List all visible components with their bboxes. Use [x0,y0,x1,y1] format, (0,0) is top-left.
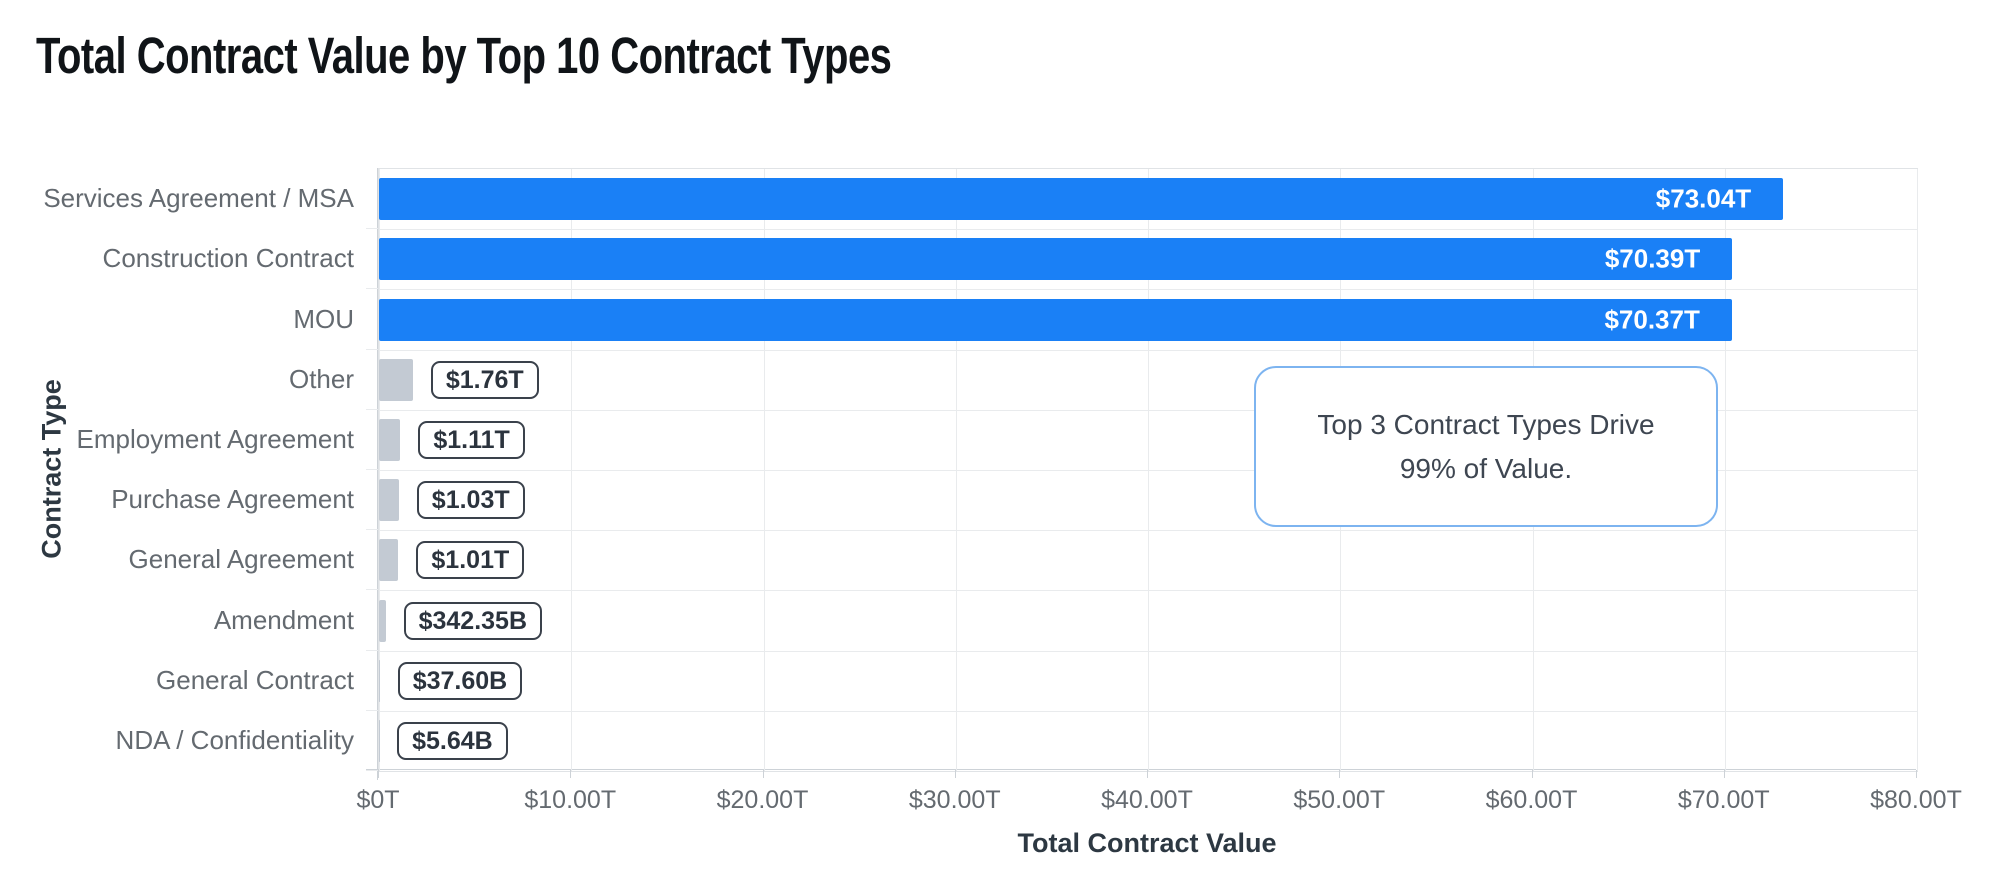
bar-value-label: $37.60B [397,661,523,700]
x-tick-mark [570,770,572,778]
x-tick-mark [1531,770,1533,778]
row-separator [379,349,1917,351]
row-separator [379,710,1917,712]
x-tick-label: $80.00T [1870,786,1962,814]
bar-amendment [379,599,386,642]
plot-area: Top 3 Contract Types Drive 99% of Value.… [378,168,1918,772]
bar-other [379,358,413,401]
bar-value-label: $1.76T [430,360,539,399]
y-axis-labels: Services Agreement / MSA Construction Con… [0,168,366,770]
x-tick-label: $60.00T [1485,786,1578,814]
y-tick-mark [366,469,378,470]
bar-value-label: $342.35B [403,601,543,640]
row-separator [379,289,1917,291]
annotation-line-2: 99% of Value. [1399,452,1573,484]
y-tick-mark [366,770,378,771]
bar-general-agreement [379,539,399,582]
bar-employment-agreement [379,418,401,461]
category-label: General Agreement [128,544,354,575]
category-label: Other [288,363,354,394]
x-tick-label: $50.00T [1293,786,1386,814]
row-separator [379,470,1917,471]
category-label: Amendment [213,604,354,635]
bar-purchase-agreement [379,479,399,522]
y-tick-mark [366,589,378,591]
x-tick-label: $0T [356,786,400,814]
y-tick-mark [366,348,378,350]
y-axis-line [377,168,378,780]
bar-value-label: $70.37T [1604,304,1700,334]
x-tick-mark [1723,770,1725,778]
y-tick-mark [366,228,378,230]
annotation-box: Top 3 Contract Types Drive 99% of Value. [1254,366,1718,527]
bar-value-label: $1.11T [418,420,525,459]
x-tick-label: $40.00T [1101,786,1193,814]
category-label: Construction Contract [102,243,354,274]
x-tick-mark [954,770,956,778]
y-tick-mark [366,529,378,531]
row-separator [379,530,1917,532]
row-separator [379,650,1917,652]
chart-title: Total Contract Value by Top 10 Contract … [36,28,892,85]
x-tick-mark [378,770,379,778]
x-tick-label: $10.00T [524,786,617,814]
category-label: NDA / Confidentiality [115,724,354,755]
gridline [1917,169,1918,771]
category-label: Services Agreement / MSA [43,183,354,214]
bar-value-label: $73.04T [1655,183,1752,214]
bar-mou: $70.37T [379,298,1732,341]
category-label: General Contract [156,664,354,695]
y-tick-mark [366,408,378,410]
x-tick-label: $20.00T [716,786,809,814]
bar-value-label: $5.64B [397,721,508,760]
x-tick-mark [1147,770,1148,778]
x-tick-mark [762,770,764,778]
row-separator [379,590,1917,592]
bar-construction-contract: $70.39T [379,238,1733,281]
annotation-line-1: Top 3 Contract Types Drive [1317,408,1655,440]
y-tick-mark [366,288,378,290]
x-tick-label: $70.00T [1677,786,1770,814]
category-label: Employment Agreement [76,423,354,454]
bar-value-label: $70.39T [1604,243,1701,274]
x-tick-mark [1916,770,1917,778]
x-tick-mark [1339,770,1341,778]
row-separator [379,409,1917,411]
y-tick-mark [366,709,378,711]
bar-value-label: $1.01T [416,541,525,580]
x-axis-line [366,769,1916,770]
bar-services-agreement-msa: $73.04T [379,178,1784,221]
x-axis-title: Total Contract Value [1017,828,1277,858]
row-separator [379,229,1917,231]
bar-general-contract [379,659,380,702]
bar-value-label: $1.03T [416,481,525,520]
x-tick-label: $30.00T [908,786,1001,814]
y-tick-mark [366,649,378,651]
category-label: Purchase Agreement [111,484,354,515]
category-label: MOU [293,303,354,334]
